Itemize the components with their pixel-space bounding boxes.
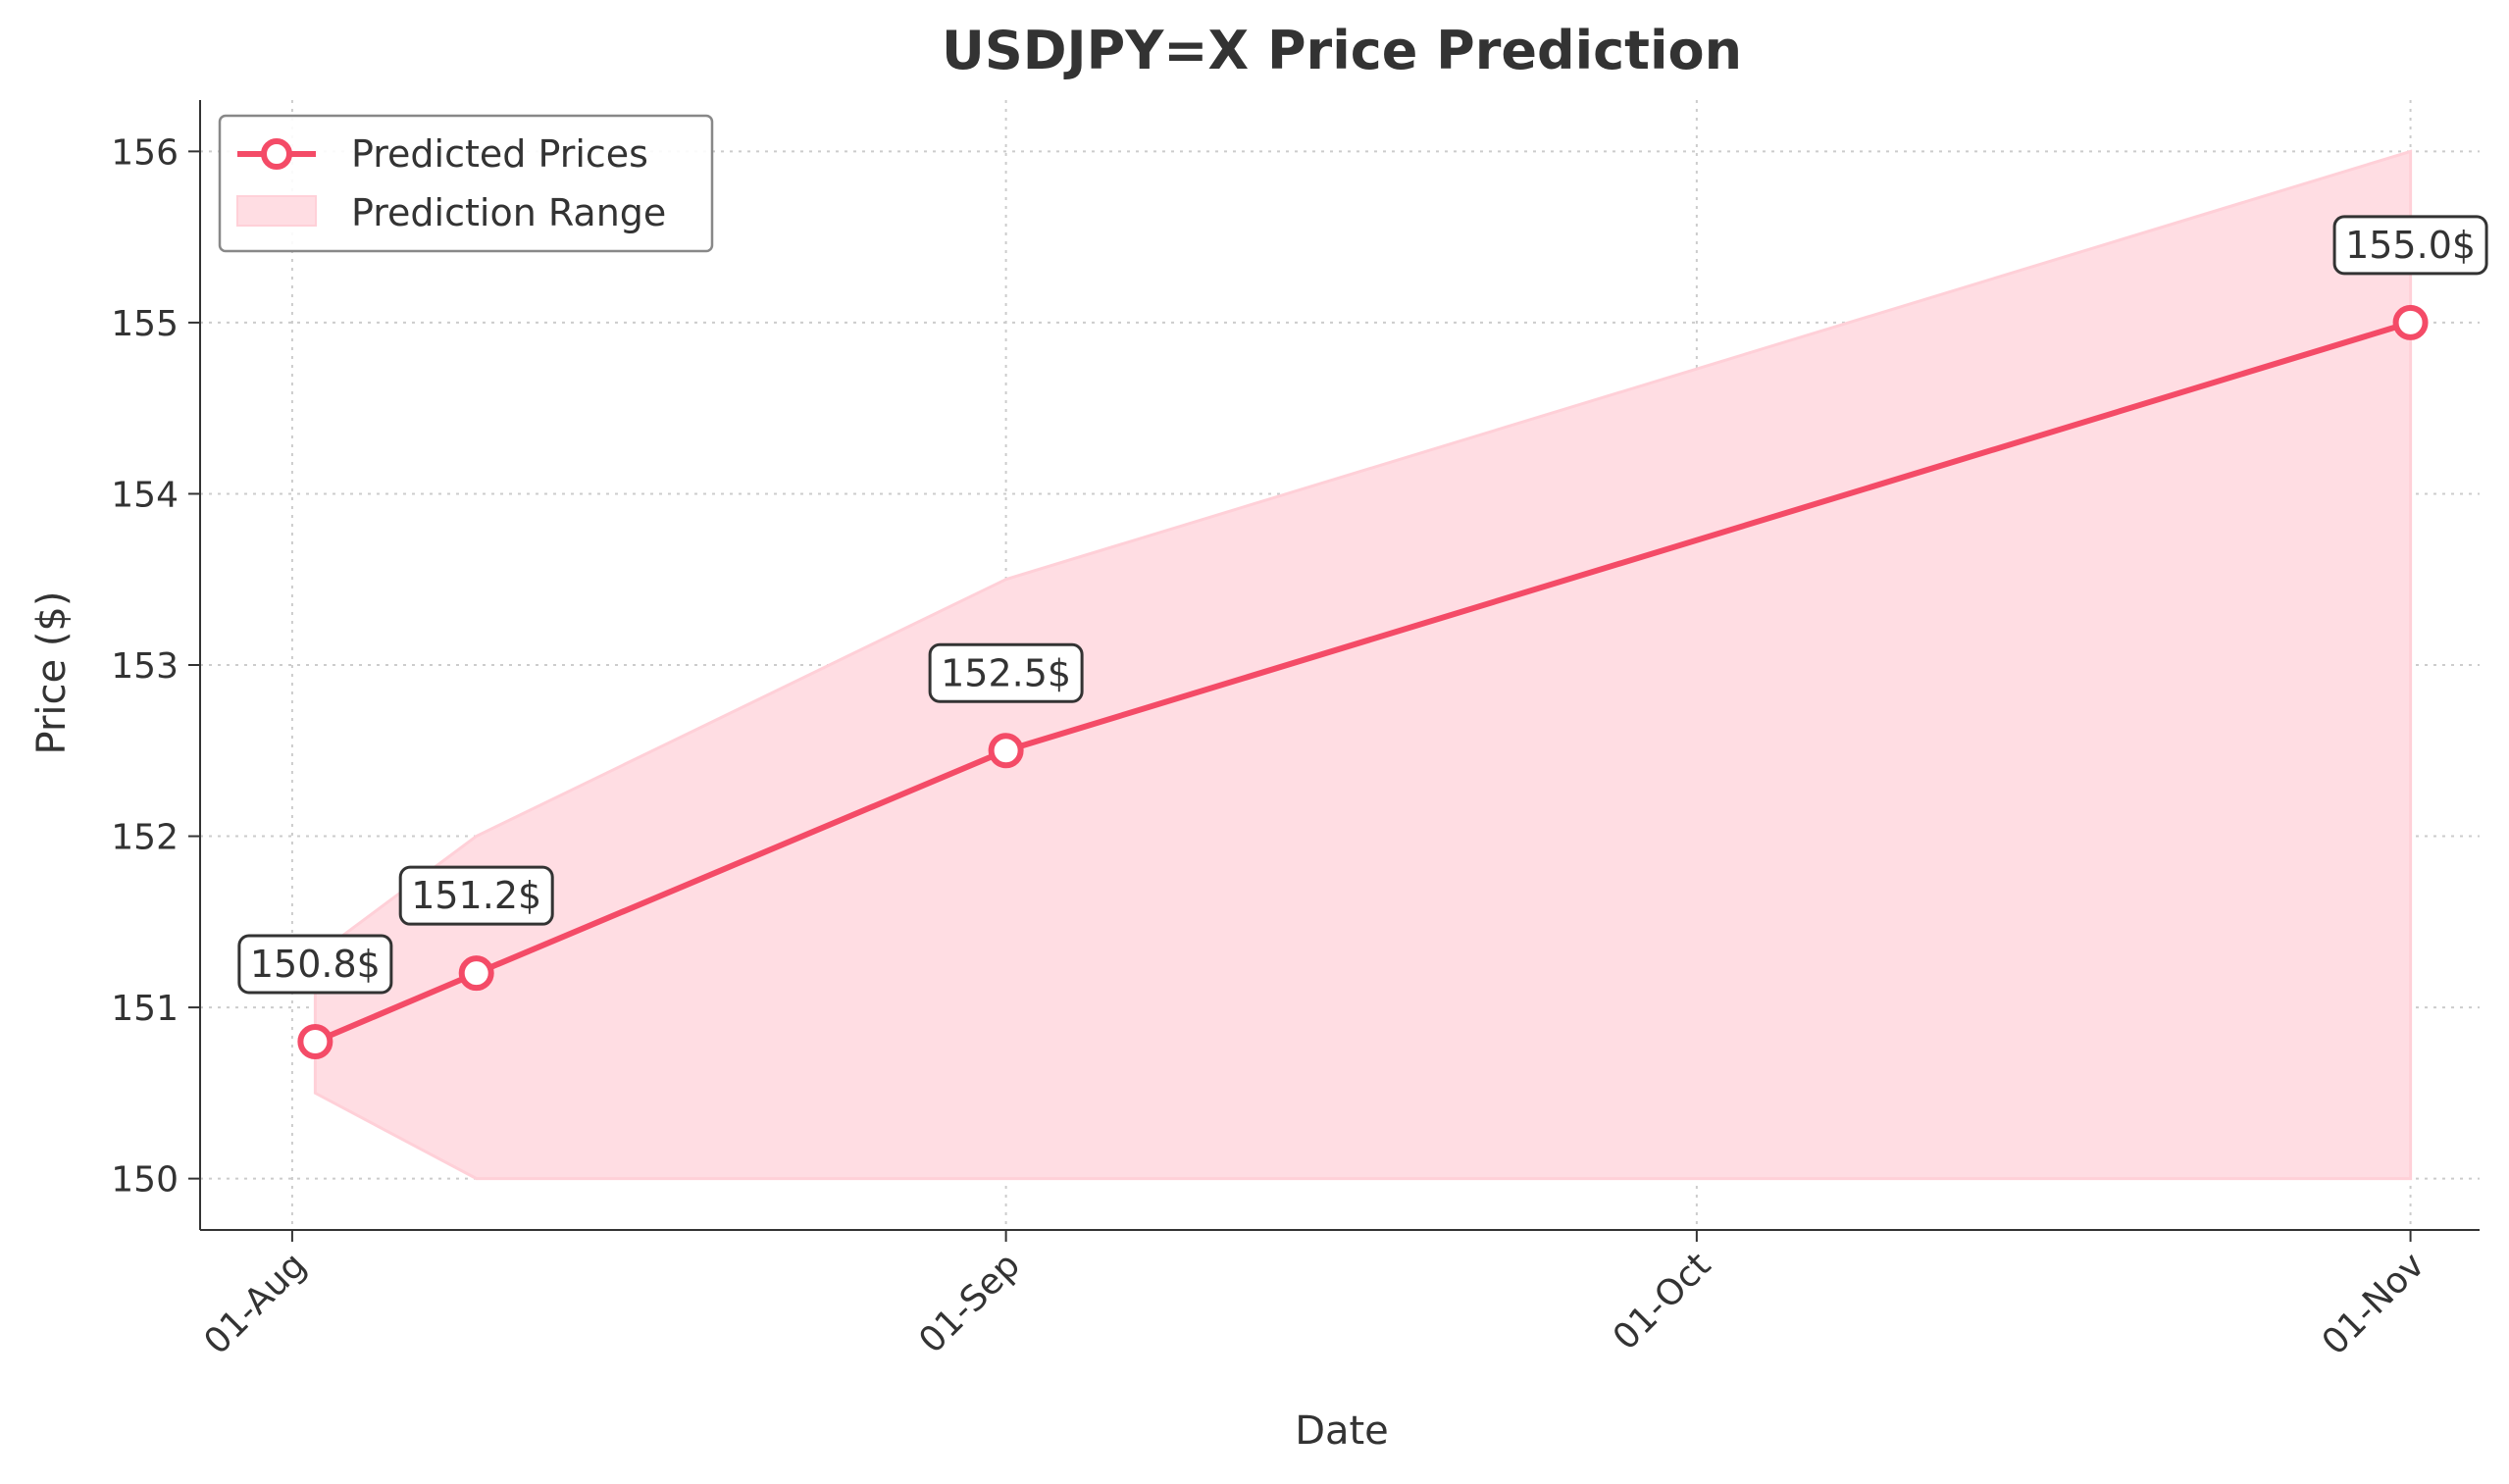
predicted-prices-line	[312, 319, 2414, 1045]
legend-prediction-range: Prediction Range	[351, 191, 666, 234]
data-label-box	[928, 642, 1084, 703]
y-tick-label: 155	[111, 304, 179, 344]
data-label-box	[398, 865, 554, 926]
data-point	[2392, 304, 2429, 340]
y-tick-label: 153	[111, 646, 179, 687]
chart-title: USDJPY=X Price Prediction	[942, 20, 1742, 81]
legend: Predicted Prices Prediction Range	[218, 114, 714, 253]
data-label: 150.8$	[250, 943, 381, 986]
x-axis-label: Date	[1295, 1408, 1389, 1454]
data-label-box	[237, 934, 393, 995]
data-points	[297, 304, 2429, 1059]
y-tick-label: 154	[111, 475, 179, 515]
y-axis-label: Price ($)	[29, 591, 75, 755]
data-point	[297, 1024, 333, 1059]
y-tick-label: 152	[111, 818, 179, 858]
y-tick-label: 156	[111, 132, 179, 173]
data-point	[458, 955, 494, 992]
data-label-box	[2332, 215, 2488, 276]
legend-marker-swatch	[261, 138, 292, 170]
legend-predicted-prices: Predicted Prices	[351, 132, 648, 176]
data-label: 151.2$	[411, 874, 541, 917]
y-tick-label: 150	[111, 1160, 179, 1201]
data-label: 152.5$	[941, 651, 1071, 694]
data-labels: 150.8$ 151.2$ 152.5$ 155.0$	[237, 215, 2488, 995]
data-point	[988, 733, 1024, 769]
data-label: 155.0$	[2345, 224, 2476, 267]
legend-range-swatch	[236, 195, 317, 227]
y-ticks: 150 151 152 153 154 155 156	[111, 132, 200, 1201]
y-tick-label: 151	[111, 989, 179, 1029]
prediction-range-area	[313, 149, 2413, 1181]
legend-box	[218, 114, 714, 253]
